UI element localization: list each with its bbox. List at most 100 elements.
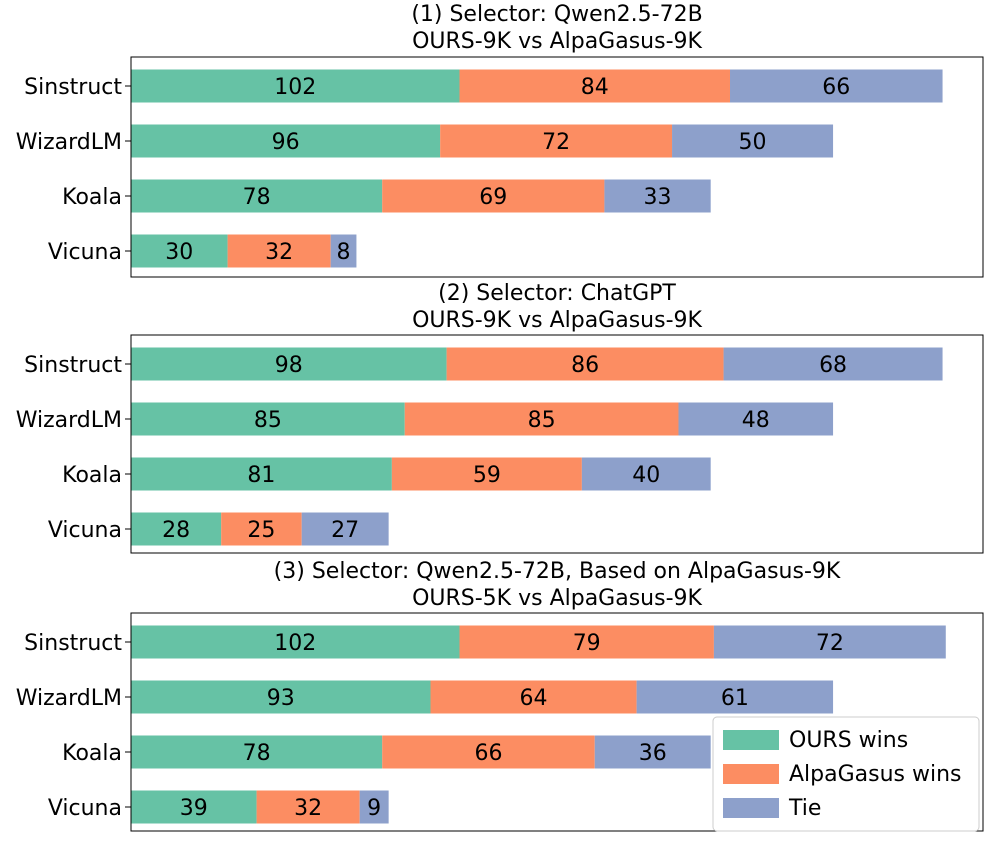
chart-1-y-tick-label: Vicuna bbox=[48, 240, 122, 265]
chart-1-data-label: 33 bbox=[644, 185, 672, 210]
chart-1-bar bbox=[330, 234, 357, 268]
chart-3-y-tick-label: WizardLM bbox=[16, 686, 122, 711]
chart-1-bar bbox=[672, 124, 834, 158]
chart-3-bar bbox=[131, 625, 460, 659]
chart-1-data-label: 102 bbox=[274, 75, 316, 100]
legend-label: AlpaGasus wins bbox=[789, 762, 962, 787]
chart-3-data-label: 39 bbox=[180, 796, 208, 821]
chart-2-bar bbox=[301, 512, 389, 546]
chart-1-y-tick-label: Koala bbox=[62, 185, 122, 210]
chart-3-title: (3) Selector: Qwen2.5-72B, Based on Alpa… bbox=[274, 559, 841, 584]
chart-1-bar bbox=[131, 69, 460, 103]
chart-2-data-label: 27 bbox=[331, 518, 359, 543]
chart-1-data-label: 8 bbox=[337, 240, 351, 265]
chart-3-subtitle: OURS-5K vs AlpaGasus-9K bbox=[412, 586, 702, 611]
chart-2-data-label: 68 bbox=[819, 353, 847, 378]
chart-2-data-label: 85 bbox=[254, 408, 282, 433]
chart-1-bar bbox=[730, 69, 943, 103]
chart-3-data-label: 93 bbox=[267, 686, 295, 711]
chart-2-data-label: 25 bbox=[247, 518, 275, 543]
chart-3-frame bbox=[130, 612, 984, 832]
chart-1-data-label: 32 bbox=[265, 240, 293, 265]
legend-label: Tie bbox=[788, 796, 821, 821]
chart-2-frame bbox=[130, 334, 984, 554]
chart-1-data-label: 72 bbox=[542, 130, 570, 155]
legend-box bbox=[712, 716, 980, 832]
chart-3-bar bbox=[459, 625, 714, 659]
chart-2-bar bbox=[131, 457, 392, 491]
chart-2-bar bbox=[131, 347, 447, 381]
legend-swatch bbox=[723, 798, 779, 818]
chart-2-y-tick-label: Vicuna bbox=[48, 518, 122, 543]
chart-2-y-tick-label: Sinstruct bbox=[24, 353, 122, 378]
chart-1-data-label: 30 bbox=[165, 240, 193, 265]
chart-1-bar bbox=[131, 124, 441, 158]
chart-1-data-label: 50 bbox=[739, 130, 767, 155]
chart-3-y-tick-label: Sinstruct bbox=[24, 631, 122, 656]
chart-3-data-label: 36 bbox=[639, 741, 667, 766]
chart-2-bar bbox=[391, 457, 582, 491]
chart-3-y-tick-label: Vicuna bbox=[48, 796, 122, 821]
chart-3-bar bbox=[594, 735, 711, 769]
chart-2-y-tick-label: Koala bbox=[62, 463, 122, 488]
chart-3-data-label: 79 bbox=[573, 631, 601, 656]
chart-1-bar bbox=[459, 69, 731, 103]
chart-1-bar bbox=[604, 179, 711, 213]
chart-3-data-label: 102 bbox=[274, 631, 316, 656]
chart-2-y-tick-label: WizardLM bbox=[16, 408, 122, 433]
chart-3-bar bbox=[131, 680, 431, 714]
chart-2-bar bbox=[221, 512, 302, 546]
chart-3-y-tick-label: Koala bbox=[62, 741, 122, 766]
chart-3-data-label: 32 bbox=[294, 796, 322, 821]
chart-3-bar bbox=[636, 680, 834, 714]
chart-3-data-label: 9 bbox=[367, 796, 381, 821]
chart-2-data-label: 40 bbox=[632, 463, 660, 488]
chart-2-data-label: 59 bbox=[473, 463, 501, 488]
chart-2-bar bbox=[723, 347, 943, 381]
chart-2-bar bbox=[131, 512, 222, 546]
chart-3-bar bbox=[713, 625, 946, 659]
chart-2-title: (2) Selector: ChatGPT bbox=[438, 281, 676, 306]
chart-1-title: (1) Selector: Qwen2.5-72B bbox=[411, 2, 702, 27]
chart-3-data-label: 61 bbox=[721, 686, 749, 711]
chart-1-data-label: 84 bbox=[581, 75, 609, 100]
chart-2-data-label: 86 bbox=[571, 353, 599, 378]
chart-3-bar bbox=[382, 735, 595, 769]
chart-2-data-label: 98 bbox=[275, 353, 303, 378]
chart-1-data-label: 69 bbox=[479, 185, 507, 210]
chart-2-data-label: 81 bbox=[247, 463, 275, 488]
chart-3-bar bbox=[256, 790, 360, 824]
chart-2-data-label: 85 bbox=[528, 408, 556, 433]
chart-1-y-tick-label: WizardLM bbox=[16, 130, 122, 155]
chart-1-subtitle: OURS-9K vs AlpaGasus-9K bbox=[412, 29, 702, 54]
chart-3-data-label: 64 bbox=[520, 686, 548, 711]
chart-3-data-label: 72 bbox=[816, 631, 844, 656]
chart-1-data-label: 66 bbox=[822, 75, 850, 100]
chart-2-bar bbox=[581, 457, 711, 491]
chart-3-bar bbox=[430, 680, 637, 714]
chart-1-data-label: 96 bbox=[272, 130, 300, 155]
chart-3-bar bbox=[131, 790, 257, 824]
chart-2-bar bbox=[678, 402, 834, 436]
chart-2-subtitle: OURS-9K vs AlpaGasus-9K bbox=[412, 308, 702, 333]
chart-3-bar bbox=[131, 735, 383, 769]
chart-3-data-label: 66 bbox=[474, 741, 502, 766]
legend-swatch bbox=[723, 730, 779, 750]
chart-2-data-label: 28 bbox=[162, 518, 190, 543]
chart-1-data-label: 78 bbox=[243, 185, 271, 210]
chart-1-bar bbox=[131, 179, 383, 213]
chart-1-frame bbox=[130, 56, 984, 278]
chart-2-data-label: 48 bbox=[742, 408, 770, 433]
chart-2-bar bbox=[404, 402, 679, 436]
legend-swatch bbox=[723, 764, 779, 784]
chart-2-bar bbox=[131, 402, 405, 436]
chart-1-bar bbox=[131, 234, 228, 268]
chart-2-bar bbox=[446, 347, 724, 381]
legend-label: OURS wins bbox=[789, 728, 908, 753]
chart-1-bar bbox=[227, 234, 331, 268]
chart-1-y-tick-label: Sinstruct bbox=[24, 75, 122, 100]
chart-1-bar bbox=[440, 124, 673, 158]
chart-1-bar bbox=[382, 179, 605, 213]
